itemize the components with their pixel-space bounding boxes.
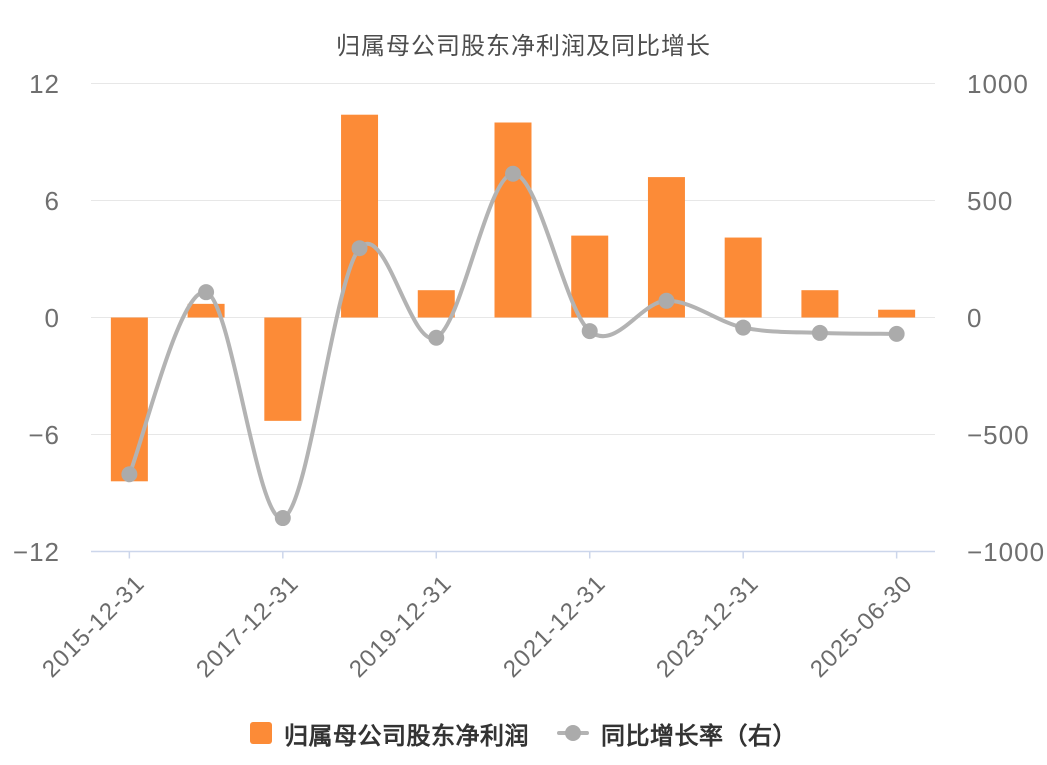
left-axis-tick-label: 12 bbox=[29, 68, 60, 99]
left-axis-tick-label: 6 bbox=[44, 185, 60, 216]
legend-label-net-profit: 归属母公司股东净利润 bbox=[284, 722, 529, 750]
line-point[interactable] bbox=[735, 319, 752, 336]
bar[interactable] bbox=[341, 114, 379, 318]
line-series-swatch-icon bbox=[557, 723, 589, 743]
bar-series-swatch-icon bbox=[250, 722, 272, 744]
left-axis-tick-label: −12 bbox=[12, 536, 60, 567]
bar[interactable] bbox=[878, 309, 916, 318]
right-axis-tick-label: −500 bbox=[967, 419, 1030, 450]
bar[interactable] bbox=[801, 290, 839, 318]
legend-label-growth-rate: 同比增长率（右） bbox=[601, 722, 797, 750]
bar[interactable] bbox=[494, 122, 532, 318]
chart-title: 归属母公司股东净利润及同比增长 bbox=[336, 33, 711, 60]
bar[interactable] bbox=[110, 317, 148, 482]
bar[interactable] bbox=[724, 237, 762, 318]
right-axis-tick-label: 0 bbox=[967, 302, 983, 333]
line-point[interactable] bbox=[581, 323, 598, 340]
right-axis-tick-label: 500 bbox=[967, 185, 1014, 216]
line-point[interactable] bbox=[274, 510, 291, 527]
line-point[interactable] bbox=[888, 325, 905, 342]
line-point[interactable] bbox=[428, 329, 445, 346]
bar[interactable] bbox=[571, 235, 609, 318]
bar[interactable] bbox=[417, 290, 455, 318]
line-point[interactable] bbox=[811, 324, 828, 341]
line-point[interactable] bbox=[505, 165, 521, 182]
line-point[interactable] bbox=[198, 284, 215, 301]
line-point[interactable] bbox=[121, 466, 138, 483]
left-axis-tick-label: −6 bbox=[28, 419, 60, 450]
legend-item-net-profit[interactable]: 归属母公司股东净利润 bbox=[250, 716, 529, 751]
legend-item-growth-rate[interactable]: 同比增长率（右） bbox=[557, 716, 797, 751]
growth-line bbox=[127, 171, 899, 521]
right-axis-tick-label: −1000 bbox=[967, 536, 1046, 567]
legend: 归属母公司股东净利润 同比增长率（右） bbox=[0, 709, 1047, 757]
line-point[interactable] bbox=[658, 292, 675, 309]
line-point[interactable] bbox=[351, 240, 368, 257]
right-axis-tick-label: 1000 bbox=[967, 68, 1029, 99]
left-axis-tick-label: 0 bbox=[44, 302, 60, 333]
bar[interactable] bbox=[264, 317, 302, 421]
